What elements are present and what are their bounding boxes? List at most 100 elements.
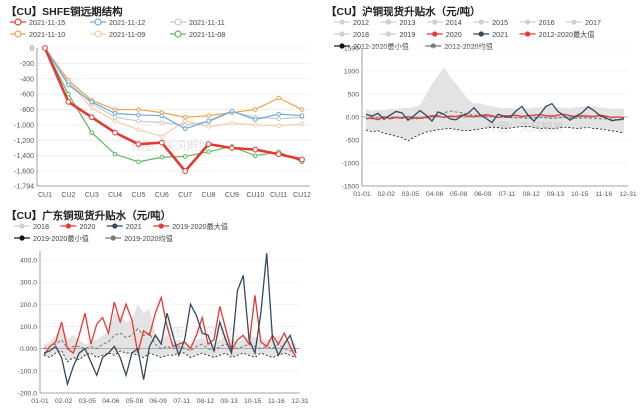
legend-marker [525, 31, 531, 37]
legend-marker [478, 19, 484, 25]
legend-label: 2021-11-09 [109, 30, 145, 39]
y-tick-label: 300.0 [20, 280, 37, 287]
y-tick-label: 1500 [344, 46, 359, 53]
x-tick-label: 10-15 [244, 398, 262, 405]
legend-marker [432, 31, 438, 37]
series-line-2020 [365, 113, 625, 121]
data-point [182, 154, 188, 159]
legend-marker [174, 30, 182, 38]
legend-label: 2018 [33, 222, 49, 231]
x-tick-label: 03-05 [79, 398, 97, 405]
legend-marker [385, 19, 391, 25]
x-tick-label: 12-31 [291, 398, 309, 405]
legend-label: 2021-11-08 [189, 30, 225, 39]
legend-marker [339, 43, 345, 49]
data-point [112, 114, 118, 120]
legend-label: 2012-2020均值 [444, 42, 493, 51]
x-tick-label: CU12 [293, 192, 311, 199]
x-tick-label: CU9 [225, 192, 239, 199]
data-point [276, 116, 281, 122]
legend-label: 2021-11-15 [29, 18, 65, 27]
x-tick-label: 01-01 [31, 398, 49, 405]
x-tick-label: 09-13 [547, 191, 565, 198]
legend-marker [65, 223, 71, 229]
data-point [65, 98, 72, 105]
data-point [182, 122, 188, 128]
legend-label: 2013 [399, 18, 415, 27]
x-tick-label: 11-16 [595, 191, 612, 198]
data-point [136, 107, 141, 112]
legend-label: 2012-2020最小值 [353, 42, 409, 51]
legend-label: 2015 [492, 18, 508, 27]
x-tick-label: 02-02 [55, 398, 73, 405]
x-tick-label: 11-16 [268, 398, 285, 405]
data-point [229, 108, 235, 114]
data-point [182, 168, 189, 174]
x-tick-label: CU11 [270, 192, 287, 199]
y-tick-label: -1000 [342, 161, 360, 168]
y-tick-label: 0.000 [20, 346, 37, 353]
series-line-2021-11-12 [44, 47, 303, 130]
data-point [252, 117, 258, 122]
data-point [89, 105, 95, 111]
data-point [182, 114, 188, 120]
legend-label: 2012 [353, 18, 369, 27]
data-point [276, 111, 281, 117]
guangdong-premium-chart: 2018 2020 2021 2019-2020最大值 2019-2020最小值 2019… [14, 222, 309, 405]
y-tick-label: 500 [348, 92, 360, 99]
x-tick-label: 07-11 [173, 398, 190, 405]
data-point [136, 112, 141, 118]
legend-marker [14, 18, 22, 26]
shfe-curve-panel: 【CU】SHFE铜远期结构 2021-11-15 2021-11-12 2021-1… [0, 0, 320, 205]
data-point [206, 113, 211, 118]
legend-label: 2021-11-10 [29, 30, 65, 39]
data-point [299, 107, 305, 112]
y-tick-label: -1,794 [14, 184, 34, 191]
data-point [182, 126, 188, 132]
y-tick-label: -200 [20, 61, 34, 68]
data-point [89, 130, 95, 135]
x-tick-label: 10-15 [571, 191, 589, 198]
data-point [136, 127, 141, 132]
y-tick-label: -1500 [342, 184, 360, 191]
data-point [159, 154, 165, 160]
legend-label: 2017 [585, 18, 601, 27]
chart-title: 【CU】SHFE铜远期结构 [6, 6, 123, 18]
data-point [158, 139, 165, 146]
x-tick-label: CU2 [61, 192, 75, 199]
legend-label: 2020 [446, 30, 462, 39]
legend-marker [19, 235, 25, 241]
data-point [252, 107, 258, 112]
x-tick-label: 08-12 [197, 398, 215, 405]
data-point [276, 123, 281, 128]
x-tick-label: CU10 [246, 192, 264, 199]
x-tick-label: 04-06 [426, 191, 444, 198]
y-tick-label: -1,400 [14, 153, 34, 160]
y-tick-label: 0 [30, 46, 34, 53]
x-tick-label: 06-09 [149, 398, 167, 405]
legend-label: 2014 [446, 18, 462, 27]
y-tick-label: 100.0 [20, 324, 37, 331]
data-point [229, 121, 235, 126]
data-point [252, 153, 258, 158]
series-line-2021-11-10 [44, 47, 303, 118]
legend-marker [110, 235, 116, 241]
data-point [299, 113, 305, 118]
legend-label: 2012-2020最大值 [539, 30, 595, 39]
legend-label: 2021 [492, 30, 508, 39]
data-point [42, 45, 48, 51]
data-point [206, 118, 211, 124]
x-tick-label: 03-05 [402, 191, 420, 198]
data-point [112, 107, 118, 112]
legend-marker [94, 30, 102, 38]
x-tick-label: CU8 [202, 192, 216, 199]
data-point [159, 134, 165, 139]
y-tick-label: -1,000 [14, 122, 34, 129]
y-tick-label: 0.00 [346, 115, 359, 122]
y-tick-label: 200.0 [20, 302, 37, 309]
x-tick-label: 09-13 [220, 398, 238, 405]
guangdong-premium-panel: 【CU】广东铜现货升贴水（元/吨） 2018 2020 2021 2019-2020最… [0, 205, 320, 410]
legend-label: 2021-11-11 [189, 18, 225, 27]
y-tick-label: -500 [345, 138, 359, 145]
data-point [159, 120, 165, 125]
